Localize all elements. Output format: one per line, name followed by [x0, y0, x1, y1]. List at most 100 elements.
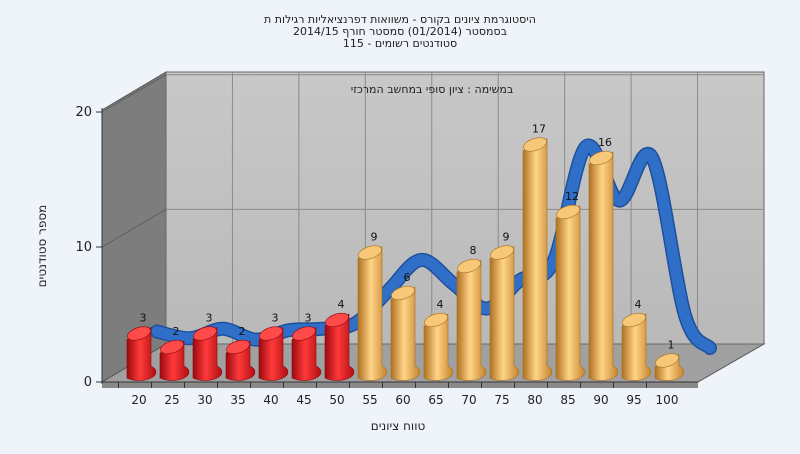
bar-top [193, 326, 217, 341]
chart-floor-front [102, 382, 698, 388]
y-tick-label: 20 [75, 105, 92, 120]
bar-body [522, 138, 553, 381]
bar-value-label: 3 [140, 312, 147, 325]
bar-top [622, 312, 646, 328]
bar-value-label: 4 [635, 298, 642, 311]
bar-top [655, 353, 679, 368]
bar-body [291, 327, 322, 381]
histogram-bar: 3 [192, 312, 223, 381]
bar-top [589, 150, 613, 166]
histogram-bar: 1 [654, 339, 685, 381]
x-tick-label: 45 [296, 393, 311, 407]
bar-value-label: 9 [503, 231, 510, 244]
x-tick-label: 35 [230, 393, 245, 407]
bar-top [358, 245, 382, 260]
bar-value-label: 17 [532, 123, 546, 136]
x-tick-label: 50 [329, 393, 344, 407]
bar-body [390, 286, 421, 381]
curve-line [151, 139, 716, 354]
bar-value-label: 3 [206, 312, 213, 325]
bar-top [523, 137, 547, 152]
histogram-bar: 16 [588, 136, 619, 381]
y-axis-label: מספר סטודנטים [35, 205, 49, 288]
histogram-bar: 6 [390, 271, 421, 381]
histogram-bar: 2 [159, 325, 190, 381]
x-tick-label: 55 [362, 393, 377, 407]
bar-value-label: 8 [470, 244, 477, 257]
bar-body [258, 327, 289, 381]
histogram-bar: 4 [621, 298, 652, 381]
x-axis-label: טווח ציונים [371, 419, 426, 433]
grid-line [101, 208, 167, 248]
histogram-bar: 8 [456, 244, 487, 381]
bar-body [621, 313, 652, 381]
bar-top [424, 312, 448, 328]
bar-body [324, 313, 355, 381]
bar-top [259, 326, 283, 341]
bar-value-label: 6 [404, 271, 411, 284]
bar-value-label: 3 [272, 312, 279, 325]
chart-axes: 0 10 20 [75, 105, 698, 390]
bar-body [456, 259, 487, 381]
bar-top [391, 285, 415, 301]
x-tick-label: 20 [131, 393, 146, 407]
bar-body [126, 327, 157, 381]
bar-top [127, 326, 151, 341]
x-tick-label: 40 [263, 393, 278, 407]
histogram-bar: 17 [522, 123, 553, 381]
bar-top [160, 339, 184, 355]
histogram-bar: 3 [258, 312, 289, 381]
x-tick-label: 100 [656, 393, 679, 407]
bar-top [226, 339, 250, 355]
histogram-bars: 3 2 3 2 3 3 4 9 6 4 8 9 17 12 16 4 1 [126, 123, 685, 381]
histogram-bar: 3 [291, 312, 322, 381]
bar-body [423, 313, 454, 381]
bar-top [325, 312, 349, 328]
histogram-bar: 4 [423, 298, 454, 381]
bar-top [556, 204, 580, 220]
grid-line [101, 74, 167, 113]
histogram-bar: 9 [357, 231, 388, 381]
chart-title-line-1: היסטוגרמת ציונים בקורס - משוואות דפרנציא… [264, 13, 536, 26]
histogram-bar: 3 [126, 312, 157, 381]
histogram-bar: 9 [489, 231, 520, 381]
bar-value-label: 4 [437, 298, 444, 311]
bar-value-label: 9 [371, 231, 378, 244]
x-tick-labels: 20 25 30 35 40 45 50 55 60 65 70 75 80 85 90 95 100 [131, 393, 678, 407]
bar-body [357, 246, 388, 381]
x-tick-label: 90 [593, 393, 608, 407]
histogram-bar: 4 [324, 298, 355, 381]
bar-body [192, 327, 223, 381]
x-tick-label: 60 [395, 393, 410, 407]
x-tick-label: 80 [527, 393, 542, 407]
bar-top [457, 258, 481, 274]
x-tick-label: 30 [197, 393, 212, 407]
bar-top [490, 245, 514, 260]
bar-value-label: 16 [598, 136, 612, 149]
histogram-bar: 12 [555, 190, 586, 381]
chart-annotation: במשימה : ציון סופי במחשב המרכזי [351, 83, 514, 96]
x-tick-label: 65 [428, 393, 443, 407]
y-tick-label: 10 [75, 240, 92, 255]
fitted-curve [150, 138, 717, 355]
x-tick-label: 70 [461, 393, 476, 407]
bar-value-label: 1 [668, 339, 675, 352]
bar-body [588, 151, 619, 381]
bar-value-label: 3 [305, 312, 312, 325]
chart-title-line-3: 115 - סטודנטים רשומים [343, 37, 457, 50]
x-tick-label: 25 [164, 393, 179, 407]
histogram-bar: 2 [225, 325, 256, 381]
bar-body [489, 246, 520, 381]
x-tick-label: 75 [494, 393, 509, 407]
bar-top [292, 326, 316, 341]
chart-title-line-2: בסמסטר (01/2014) סמסטר חורף 2014/15 [293, 25, 507, 38]
bar-value-label: 2 [239, 325, 246, 338]
bar-value-label: 4 [338, 298, 345, 311]
bar-body [555, 205, 586, 381]
x-tick-label: 95 [626, 393, 641, 407]
x-tick-label: 85 [560, 393, 575, 407]
y-tick-label: 0 [84, 375, 92, 390]
bar-value-label: 2 [173, 325, 180, 338]
